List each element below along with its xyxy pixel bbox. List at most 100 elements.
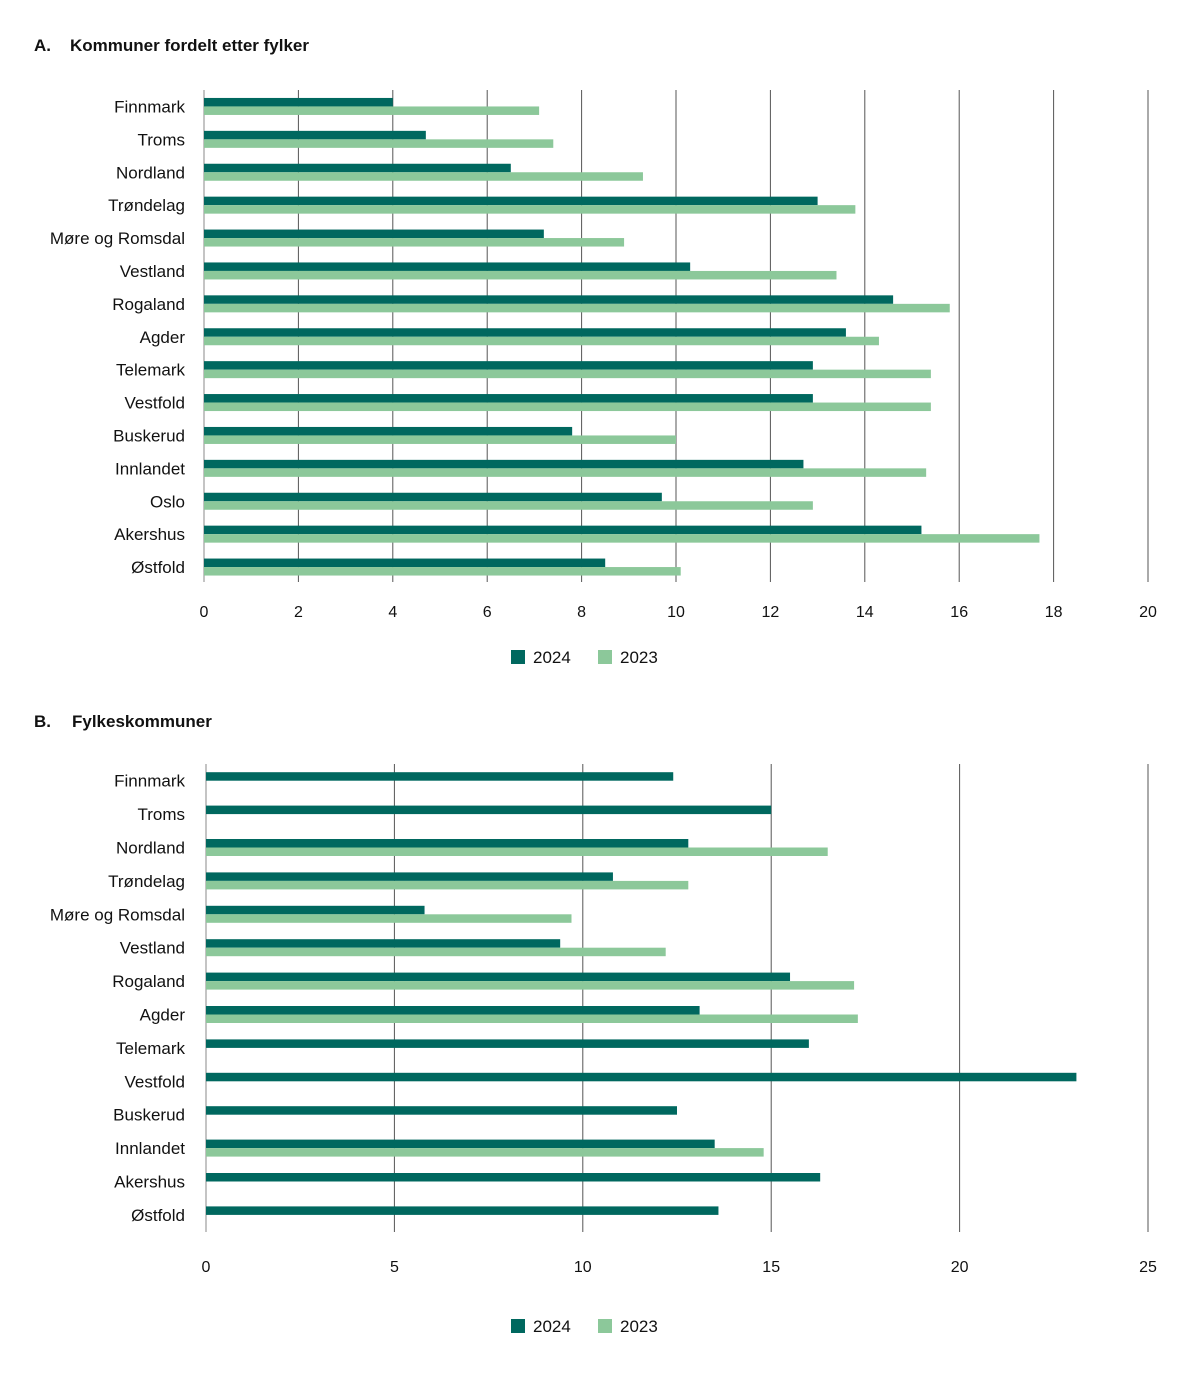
bar-2024 [206,1072,1077,1082]
bar-2023 [204,501,813,510]
bar-2024 [206,1173,821,1182]
category-label: Østfold [131,558,185,577]
legend-label: 2023 [620,648,658,667]
bar-2023 [204,402,931,412]
chart-title-prefix: B. [34,712,51,731]
bar-2024 [206,1039,809,1048]
bar-2023 [206,1148,764,1157]
bar-2023 [206,981,855,990]
category-label: Finnmark [114,97,185,116]
bar-2023 [206,880,689,890]
x-tick-label: 4 [388,604,397,621]
category-label: Rogaland [112,295,185,314]
bar-2024 [206,1006,700,1015]
legend-swatch-2023 [598,650,612,664]
bar-2024 [206,1206,719,1215]
bar-2023 [204,106,540,115]
bar-2023 [206,847,828,856]
bar-2023 [206,1014,858,1023]
category-label: Telemark [116,1039,185,1058]
x-tick-label: 10 [574,1259,592,1276]
bar-2024 [206,1106,677,1115]
category-label: Agder [140,1006,186,1025]
category-label: Møre og Romsdal [50,905,185,924]
category-label: Nordland [116,839,185,858]
chart-title: Fylkeskommuner [72,712,212,731]
bar-2023 [206,947,666,957]
bar-2024 [206,939,561,948]
bar-2024 [204,196,818,206]
bar-2023 [204,238,625,247]
chart-title: Kommuner fordelt etter fylker [70,36,309,55]
legend-label: 2024 [533,1317,571,1336]
legend-label: 2023 [620,1317,658,1336]
category-label: Vestfold [125,1072,186,1091]
bar-2024 [204,97,393,107]
x-tick-label: 14 [856,604,874,621]
legend-swatch-2023 [598,1319,612,1333]
x-tick-label: 25 [1139,1259,1157,1276]
bar-2023 [204,534,1040,543]
category-label: Innlandet [115,1139,185,1158]
bar-2024 [206,1139,715,1149]
category-label: Troms [137,805,185,824]
x-tick-label: 20 [951,1259,969,1276]
x-tick-label: 0 [202,1259,211,1276]
category-label: Akershus [114,1173,185,1192]
bar-2024 [204,525,922,535]
x-tick-label: 5 [390,1259,399,1276]
bar-2024 [206,872,613,881]
category-label: Vestland [120,262,185,281]
x-tick-label: 6 [483,604,492,621]
category-label: Vestfold [125,394,186,413]
legend-swatch-2024 [511,1319,525,1333]
bar-2024 [204,394,813,403]
bar-2023 [204,205,856,214]
x-tick-label: 15 [762,1259,780,1276]
bar-2023 [204,303,950,313]
bar-2024 [204,361,813,370]
category-label: Telemark [116,361,185,380]
category-label: Buskerud [113,426,185,445]
legend-label: 2024 [533,648,571,667]
category-label: Oslo [150,492,185,511]
category-label: Buskerud [113,1106,185,1125]
x-tick-label: 20 [1139,604,1157,621]
bar-2024 [206,772,674,781]
legend-swatch-2024 [511,650,525,664]
bar-2024 [204,459,804,469]
bar-2023 [204,435,676,444]
category-label: Møre og Romsdal [50,229,185,248]
category-label: Trøndelag [108,196,185,215]
bar-2024 [206,972,791,982]
x-tick-label: 10 [667,604,685,621]
bar-2024 [206,839,689,848]
category-label: Finnmark [114,772,185,791]
bar-2023 [204,172,643,181]
category-label: Østfold [131,1206,185,1225]
bar-2024 [204,229,544,239]
category-label: Trøndelag [108,872,185,891]
category-label: Nordland [116,163,185,182]
chart-a: A. Kommuner fordelt etter fylker 0 2 4 6 8 10 12… [34,36,1157,667]
bar-2023 [204,369,931,379]
bar-2024 [204,295,894,304]
x-tick-label: 8 [577,604,586,621]
x-tick-label: 12 [762,604,780,621]
x-tick-label: 16 [950,604,968,621]
category-label: Agder [140,328,186,347]
bar-2024 [204,130,426,140]
category-label: Innlandet [115,459,185,478]
x-tick-label: 0 [200,604,209,621]
x-tick-label: 18 [1045,604,1063,621]
bar-2024 [206,805,772,815]
bar-2024 [204,492,662,502]
chart-b: B. Fylkeskommuner 0 5 10 15 20 25 Finnmark Troms N… [34,712,1157,1336]
bar-2024 [204,328,846,337]
bar-2023 [204,567,681,576]
category-label: Troms [137,130,185,149]
bar-2024 [204,426,573,436]
x-tick-label: 2 [294,604,303,621]
category-label: Akershus [114,525,185,544]
